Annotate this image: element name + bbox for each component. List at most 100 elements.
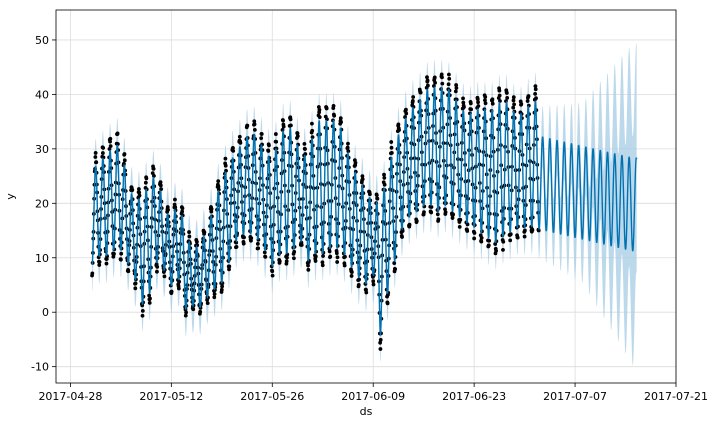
observed-point xyxy=(306,267,311,272)
observed-point xyxy=(533,91,538,96)
observed-point xyxy=(284,259,289,264)
x-axis: 2017-04-28 2017-05-12 2017-05-26 2017-06-09… xyxy=(38,383,708,403)
observed-point xyxy=(353,160,358,165)
observed-point xyxy=(317,115,322,120)
observed-point xyxy=(429,210,434,215)
observed-point xyxy=(148,296,152,301)
observed-point xyxy=(306,263,310,268)
observed-point xyxy=(93,155,98,159)
observed-point xyxy=(147,293,152,298)
observed-point xyxy=(94,160,99,165)
observed-point xyxy=(346,149,351,153)
observed-point xyxy=(440,75,444,80)
observed-point xyxy=(137,193,142,198)
observed-point xyxy=(410,99,415,103)
observed-point xyxy=(195,243,200,248)
observed-point xyxy=(270,273,275,278)
x-tick-label: 2017-05-12 xyxy=(139,390,203,403)
observed-point xyxy=(288,117,293,122)
observed-point xyxy=(414,219,419,223)
observed-point xyxy=(242,235,246,240)
observed-point xyxy=(331,104,336,108)
observed-point xyxy=(462,105,466,109)
observed-point xyxy=(155,269,159,274)
observed-point xyxy=(404,111,409,116)
observed-point xyxy=(504,91,509,95)
observed-point xyxy=(295,131,300,136)
observed-point xyxy=(266,149,271,153)
observed-point xyxy=(285,255,289,260)
observed-point xyxy=(407,222,412,227)
observed-point xyxy=(508,238,513,243)
observed-point xyxy=(519,102,524,106)
observed-point xyxy=(425,78,430,83)
observed-point xyxy=(400,229,405,233)
observed-point xyxy=(356,282,361,287)
x-tick-label: 2017-07-21 xyxy=(644,390,708,403)
observed-point xyxy=(259,136,264,141)
observed-point xyxy=(255,241,260,246)
observed-point xyxy=(522,234,527,239)
observed-point xyxy=(223,163,228,168)
observed-point xyxy=(310,128,315,133)
observed-point xyxy=(212,295,217,300)
observed-point xyxy=(382,182,387,187)
observed-point xyxy=(227,267,231,272)
observed-point xyxy=(443,210,448,214)
observed-point xyxy=(212,292,217,296)
observed-point xyxy=(277,259,282,264)
observed-point xyxy=(256,246,261,251)
x-tick-label: 2017-05-26 xyxy=(240,390,304,403)
observed-point xyxy=(130,187,135,192)
observed-point xyxy=(320,260,325,265)
observed-point xyxy=(147,300,152,305)
observed-point xyxy=(479,235,484,240)
observed-point xyxy=(90,271,95,276)
observed-point xyxy=(191,307,196,312)
x-tick-label: 2017-04-28 xyxy=(38,390,102,403)
observed-point xyxy=(526,94,531,98)
y-tick-label: 20 xyxy=(35,197,49,210)
observed-point xyxy=(119,251,124,256)
observed-point xyxy=(108,144,113,149)
observed-point xyxy=(404,107,408,112)
observed-point xyxy=(374,193,379,198)
observed-point xyxy=(324,106,329,111)
observed-point xyxy=(389,145,394,150)
observed-point xyxy=(472,231,477,235)
observed-point xyxy=(295,134,300,139)
observed-point xyxy=(490,97,495,102)
observed-point xyxy=(334,251,339,256)
observed-point xyxy=(237,134,242,139)
observed-point xyxy=(140,308,145,313)
observed-point xyxy=(137,187,141,191)
observed-point xyxy=(166,207,170,212)
observed-point xyxy=(458,217,463,222)
observed-point xyxy=(223,156,228,161)
observed-point xyxy=(476,100,480,105)
observed-point xyxy=(511,95,516,100)
observed-point xyxy=(447,72,451,77)
observed-point xyxy=(382,172,386,177)
observed-point xyxy=(263,254,268,259)
observed-point xyxy=(292,256,296,261)
observed-point xyxy=(345,145,350,150)
observed-point xyxy=(433,80,437,85)
observed-point xyxy=(151,166,156,171)
observed-point xyxy=(429,205,434,209)
y-tick-label: 40 xyxy=(35,88,49,101)
observed-point xyxy=(262,250,267,255)
observed-point xyxy=(360,177,365,182)
observed-point xyxy=(169,289,174,294)
observed-point xyxy=(104,257,109,261)
observed-point xyxy=(335,260,340,264)
observed-point xyxy=(187,230,191,234)
observed-point xyxy=(343,254,347,259)
observed-point xyxy=(234,244,239,249)
observed-point xyxy=(534,96,538,101)
observed-point xyxy=(468,101,473,106)
observed-point xyxy=(411,95,416,99)
observed-point xyxy=(497,93,502,98)
observed-point xyxy=(451,212,456,217)
